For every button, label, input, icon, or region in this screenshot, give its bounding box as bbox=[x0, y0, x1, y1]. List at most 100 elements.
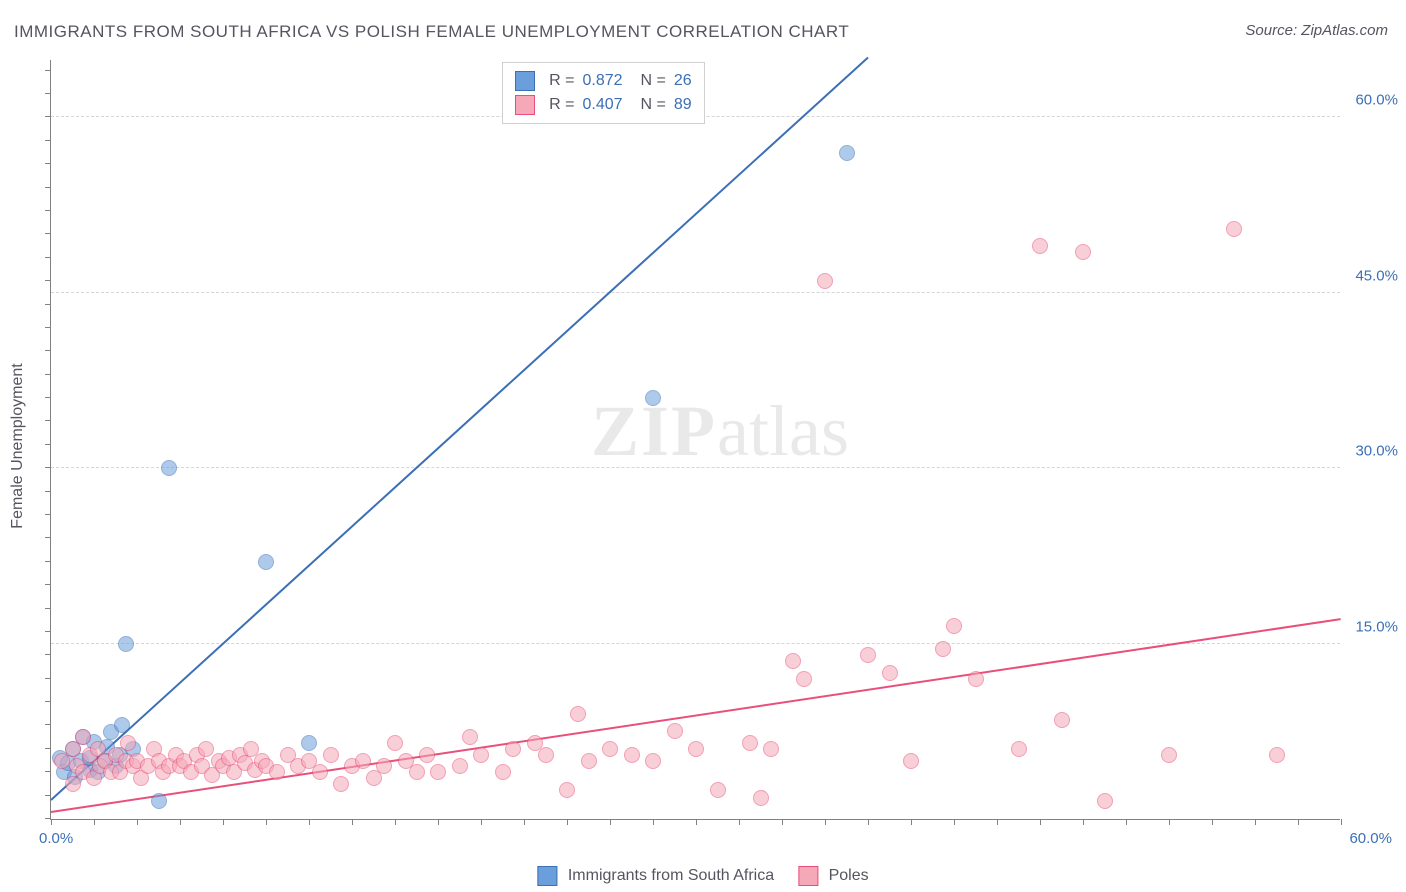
data-point bbox=[688, 741, 704, 757]
corr-R-value: 0.872 bbox=[582, 69, 622, 93]
x-tick-label-max: 60.0% bbox=[1349, 830, 1392, 847]
source-attribution: Source: ZipAtlas.com bbox=[1245, 22, 1388, 39]
data-point bbox=[161, 460, 177, 476]
chart-title: IMMIGRANTS FROM SOUTH AFRICA VS POLISH F… bbox=[14, 22, 849, 42]
data-point bbox=[473, 747, 489, 763]
x-minor-tick bbox=[481, 819, 482, 825]
data-point bbox=[742, 735, 758, 751]
data-point bbox=[301, 735, 317, 751]
x-minor-tick bbox=[438, 819, 439, 825]
y-minor-tick bbox=[45, 140, 51, 141]
x-minor-tick bbox=[1255, 819, 1256, 825]
y-minor-tick bbox=[45, 93, 51, 94]
y-minor-tick bbox=[45, 491, 51, 492]
x-minor-tick bbox=[266, 819, 267, 825]
x-minor-tick bbox=[137, 819, 138, 825]
trend-line-1 bbox=[51, 618, 1341, 813]
y-minor-tick bbox=[45, 397, 51, 398]
data-point bbox=[452, 758, 468, 774]
data-point bbox=[462, 729, 478, 745]
data-point bbox=[946, 618, 962, 634]
corr-R-value: 0.407 bbox=[582, 93, 622, 117]
y-minor-tick bbox=[45, 374, 51, 375]
data-point bbox=[75, 729, 91, 745]
y-minor-tick bbox=[45, 233, 51, 234]
y-minor-tick bbox=[45, 795, 51, 796]
y-minor-tick bbox=[45, 608, 51, 609]
data-point bbox=[376, 758, 392, 774]
y-axis-label: Female Unemployment bbox=[9, 363, 27, 528]
data-point bbox=[1269, 747, 1285, 763]
data-point bbox=[839, 145, 855, 161]
x-minor-tick bbox=[94, 819, 95, 825]
legend-label-poles: Poles bbox=[829, 867, 869, 884]
x-minor-tick bbox=[911, 819, 912, 825]
x-minor-tick bbox=[782, 819, 783, 825]
x-minor-tick bbox=[954, 819, 955, 825]
data-point bbox=[198, 741, 214, 757]
data-point bbox=[710, 782, 726, 798]
x-minor-tick bbox=[180, 819, 181, 825]
data-point bbox=[120, 735, 136, 751]
y-minor-tick bbox=[45, 257, 51, 258]
source-name: ZipAtlas.com bbox=[1301, 22, 1388, 39]
data-point bbox=[796, 671, 812, 687]
y-minor-tick bbox=[45, 210, 51, 211]
y-minor-tick bbox=[45, 327, 51, 328]
y-tick-label: 45.0% bbox=[1346, 267, 1398, 284]
data-point bbox=[935, 641, 951, 657]
y-minor-tick bbox=[45, 561, 51, 562]
data-point bbox=[1011, 741, 1027, 757]
y-minor-tick bbox=[45, 584, 51, 585]
data-point bbox=[323, 747, 339, 763]
y-minor-tick bbox=[45, 304, 51, 305]
data-point bbox=[1097, 793, 1113, 809]
data-point bbox=[581, 753, 597, 769]
x-minor-tick bbox=[1212, 819, 1213, 825]
gridline-h bbox=[51, 292, 1340, 293]
x-minor-tick bbox=[223, 819, 224, 825]
watermark-atlas: atlas bbox=[717, 391, 849, 471]
y-minor-tick bbox=[45, 748, 51, 749]
x-tick-label-min: 0.0% bbox=[39, 830, 73, 847]
data-point bbox=[1226, 221, 1242, 237]
data-point bbox=[667, 723, 683, 739]
trend-line-0 bbox=[50, 57, 868, 801]
y-tick-label: 60.0% bbox=[1346, 92, 1398, 109]
data-point bbox=[624, 747, 640, 763]
corr-N-value: 26 bbox=[674, 69, 692, 93]
x-minor-tick bbox=[51, 819, 52, 825]
y-tick-label: 15.0% bbox=[1346, 618, 1398, 635]
x-minor-tick bbox=[1298, 819, 1299, 825]
data-point bbox=[817, 273, 833, 289]
data-point bbox=[495, 764, 511, 780]
data-point bbox=[312, 764, 328, 780]
y-minor-tick bbox=[45, 420, 51, 421]
corr-N-label: N = bbox=[641, 69, 666, 93]
y-minor-tick bbox=[45, 280, 51, 281]
corr-N-value: 89 bbox=[674, 93, 692, 117]
gridline-h bbox=[51, 467, 1340, 468]
x-minor-tick bbox=[653, 819, 654, 825]
data-point bbox=[269, 764, 285, 780]
data-point bbox=[645, 390, 661, 406]
data-point bbox=[409, 764, 425, 780]
y-minor-tick bbox=[45, 654, 51, 655]
correlation-legend: R =0.872N =26R =0.407N =89 bbox=[502, 62, 705, 124]
y-minor-tick bbox=[45, 678, 51, 679]
x-minor-tick bbox=[567, 819, 568, 825]
legend-label-sa: Immigrants from South Africa bbox=[568, 867, 774, 884]
legend-item-sa: Immigrants from South Africa bbox=[537, 866, 774, 886]
source-prefix: Source: bbox=[1245, 22, 1301, 39]
corr-swatch bbox=[515, 71, 535, 91]
x-axis-legend: Immigrants from South Africa Poles bbox=[537, 866, 868, 886]
x-minor-tick bbox=[997, 819, 998, 825]
y-minor-tick bbox=[45, 514, 51, 515]
data-point bbox=[1032, 238, 1048, 254]
y-tick-label: 30.0% bbox=[1346, 443, 1398, 460]
y-minor-tick bbox=[45, 187, 51, 188]
data-point bbox=[753, 790, 769, 806]
data-point bbox=[570, 706, 586, 722]
gridline-h bbox=[51, 643, 1340, 644]
y-minor-tick bbox=[45, 467, 51, 468]
